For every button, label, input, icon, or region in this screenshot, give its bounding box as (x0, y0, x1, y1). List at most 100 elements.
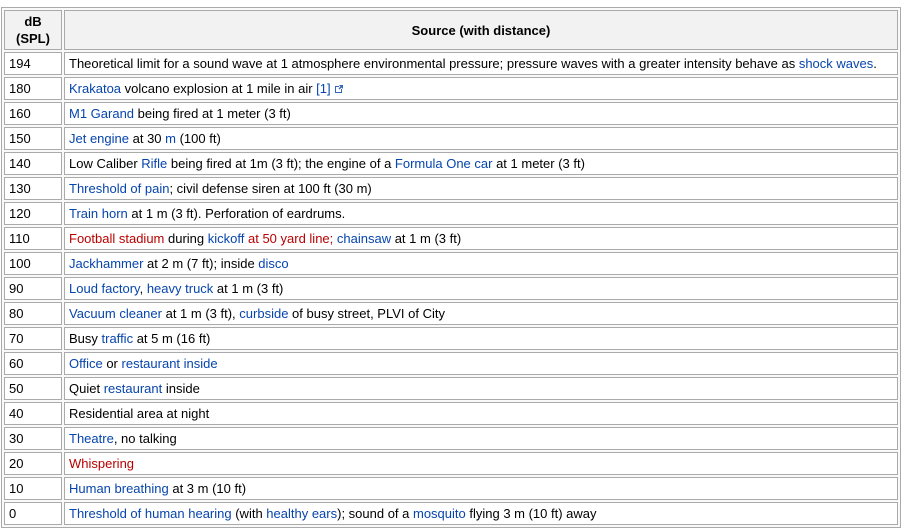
table-row: 50 Quiet restaurant inside (4, 377, 898, 400)
source-text: Quiet (69, 381, 104, 396)
wiki-link[interactable]: Krakatoa (69, 81, 122, 96)
source-text: . (873, 56, 877, 71)
source-text: Busy (69, 331, 102, 346)
db-level-cell: 194 (4, 52, 62, 75)
source-cell: Threshold of pain; civil defense siren a… (64, 177, 898, 200)
wiki-link[interactable]: Office (69, 356, 103, 371)
db-level-cell: 130 (4, 177, 62, 200)
source-cell: Football stadium during kickoff at 50 ya… (64, 227, 898, 250)
table-row: 20 Whispering (4, 452, 898, 475)
source-text: Low Caliber (69, 156, 142, 171)
table-row: 30 Theatre, no talking (4, 427, 898, 450)
source-cell: Theoretical limit for a sound wave at 1 … (64, 52, 898, 75)
source-cell: Loud factory, heavy truck at 1 m (3 ft) (64, 277, 898, 300)
wiki-link[interactable]: curbside (239, 306, 289, 321)
red-link[interactable]: Football stadium (69, 231, 165, 246)
source-text: Residential area at night (69, 406, 210, 421)
source-text: at 1 m (3 ft). Perforation of eardrums. (127, 206, 346, 221)
db-level-cell: 10 (4, 477, 62, 500)
source-text: being fired at 1m (3 ft); the engine of … (167, 156, 395, 171)
wiki-link[interactable]: restaurant (103, 381, 163, 396)
table-row: 60 Office or restaurant inside (4, 352, 898, 375)
wiki-link[interactable]: [1] (316, 81, 331, 96)
wiki-link[interactable]: healthy ears (266, 506, 338, 521)
wiki-link[interactable]: Jet engine (69, 131, 129, 146)
source-text: at 1 m (3 ft) (213, 281, 284, 296)
source-cell: Human breathing at 3 m (10 ft) (64, 477, 898, 500)
table-row: 110 Football stadium during kickoff at 50… (4, 227, 898, 250)
wiki-link[interactable]: disco (258, 256, 289, 271)
source-text: at 1 m (3 ft) (391, 231, 462, 246)
external-link-icon[interactable] (334, 84, 344, 94)
db-level-cell: 120 (4, 202, 62, 225)
source-cell: Train horn at 1 m (3 ft). Perforation of… (64, 202, 898, 225)
table-row: 140 Low Caliber Rifle being fired at 1m (… (4, 152, 898, 175)
source-text: at 30 (129, 131, 166, 146)
table-row: 0 Threshold of human hearing (with health… (4, 502, 898, 525)
source-text: ; civil defense siren at 100 ft (30 m) (169, 181, 372, 196)
wiki-link[interactable]: Human breathing (69, 481, 169, 496)
wiki-link[interactable]: Train horn (69, 206, 128, 221)
wiki-link[interactable]: heavy truck (146, 281, 214, 296)
source-text: volcano explosion at 1 mile in air (121, 81, 317, 96)
source-text: at 3 m (10 ft) (168, 481, 247, 496)
source-cell: Theatre, no talking (64, 427, 898, 450)
source-cell: Residential area at night (64, 402, 898, 425)
wiki-link[interactable]: Threshold of pain (69, 181, 170, 196)
db-level-cell: 100 (4, 252, 62, 275)
wiki-link[interactable]: traffic (101, 331, 134, 346)
wiki-link[interactable]: Rifle (141, 156, 168, 171)
db-level-cell: 160 (4, 102, 62, 125)
db-level-cell: 150 (4, 127, 62, 150)
db-level-cell: 180 (4, 77, 62, 100)
wiki-link[interactable]: Formula One car (394, 156, 493, 171)
table-row: 130 Threshold of pain; civil defense sire… (4, 177, 898, 200)
source-text: at 1 m (3 ft), (161, 306, 240, 321)
wiki-link[interactable]: Theatre (69, 431, 114, 446)
source-text: (100 ft) (175, 131, 221, 146)
source-cell: Quiet restaurant inside (64, 377, 898, 400)
table-row: 180 Krakatoa volcano explosion at 1 mile … (4, 77, 898, 100)
wiki-link[interactable]: mosquito (413, 506, 466, 521)
source-text: inside (162, 381, 200, 396)
wiki-link[interactable]: Loud factory (69, 281, 140, 296)
sound-pressure-level-table: dB (SPL) Source (with distance) 194 Theor… (1, 7, 901, 528)
wiki-link[interactable]: restaurant inside (121, 356, 218, 371)
table-row: 40 Residential area at night (4, 402, 898, 425)
source-text: or (102, 356, 122, 371)
source-column-header: Source (with distance) (64, 10, 898, 50)
table-row: 194 Theoretical limit for a sound wave at… (4, 52, 898, 75)
db-level-cell: 50 (4, 377, 62, 400)
source-cell: Jackhammer at 2 m (7 ft); inside disco (64, 252, 898, 275)
db-level-cell: 70 (4, 327, 62, 350)
source-cell: Threshold of human hearing (with healthy… (64, 502, 898, 525)
source-text: at 1 meter (3 ft) (492, 156, 585, 171)
source-cell: M1 Garand being fired at 1 meter (3 ft) (64, 102, 898, 125)
red-link[interactable]: Whispering (69, 456, 135, 471)
source-text: at 2 m (7 ft); inside (143, 256, 259, 271)
table-row: 160 M1 Garand being fired at 1 meter (3 f… (4, 102, 898, 125)
db-column-header: dB (SPL) (4, 10, 62, 50)
source-text: flying 3 m (10 ft) away (465, 506, 597, 521)
wiki-link[interactable]: shock waves (798, 56, 874, 71)
db-level-cell: 90 (4, 277, 62, 300)
source-text: during (164, 231, 208, 246)
wiki-link[interactable]: Threshold of human hearing (69, 506, 232, 521)
wiki-link[interactable]: Vacuum cleaner (69, 306, 162, 321)
source-cell: Low Caliber Rifle being fired at 1m (3 f… (64, 152, 898, 175)
source-text: at 5 m (16 ft) (133, 331, 211, 346)
wiki-link[interactable]: m (165, 131, 176, 146)
source-cell: Jet engine at 30 m (100 ft) (64, 127, 898, 150)
source-cell: Whispering (64, 452, 898, 475)
wiki-link[interactable]: Jackhammer (69, 256, 144, 271)
red-link[interactable]: at 50 yard line; (244, 231, 334, 246)
source-text: Theoretical limit for a sound wave at 1 … (69, 56, 799, 71)
wiki-link[interactable]: kickoff (207, 231, 245, 246)
wiki-link[interactable]: chainsaw (336, 231, 392, 246)
source-text: of busy street, PLVI of City (288, 306, 445, 321)
wiki-link[interactable]: M1 Garand (69, 106, 135, 121)
source-cell: Office or restaurant inside (64, 352, 898, 375)
db-level-cell: 0 (4, 502, 62, 525)
header-row: dB (SPL) Source (with distance) (4, 10, 898, 50)
db-level-cell: 30 (4, 427, 62, 450)
